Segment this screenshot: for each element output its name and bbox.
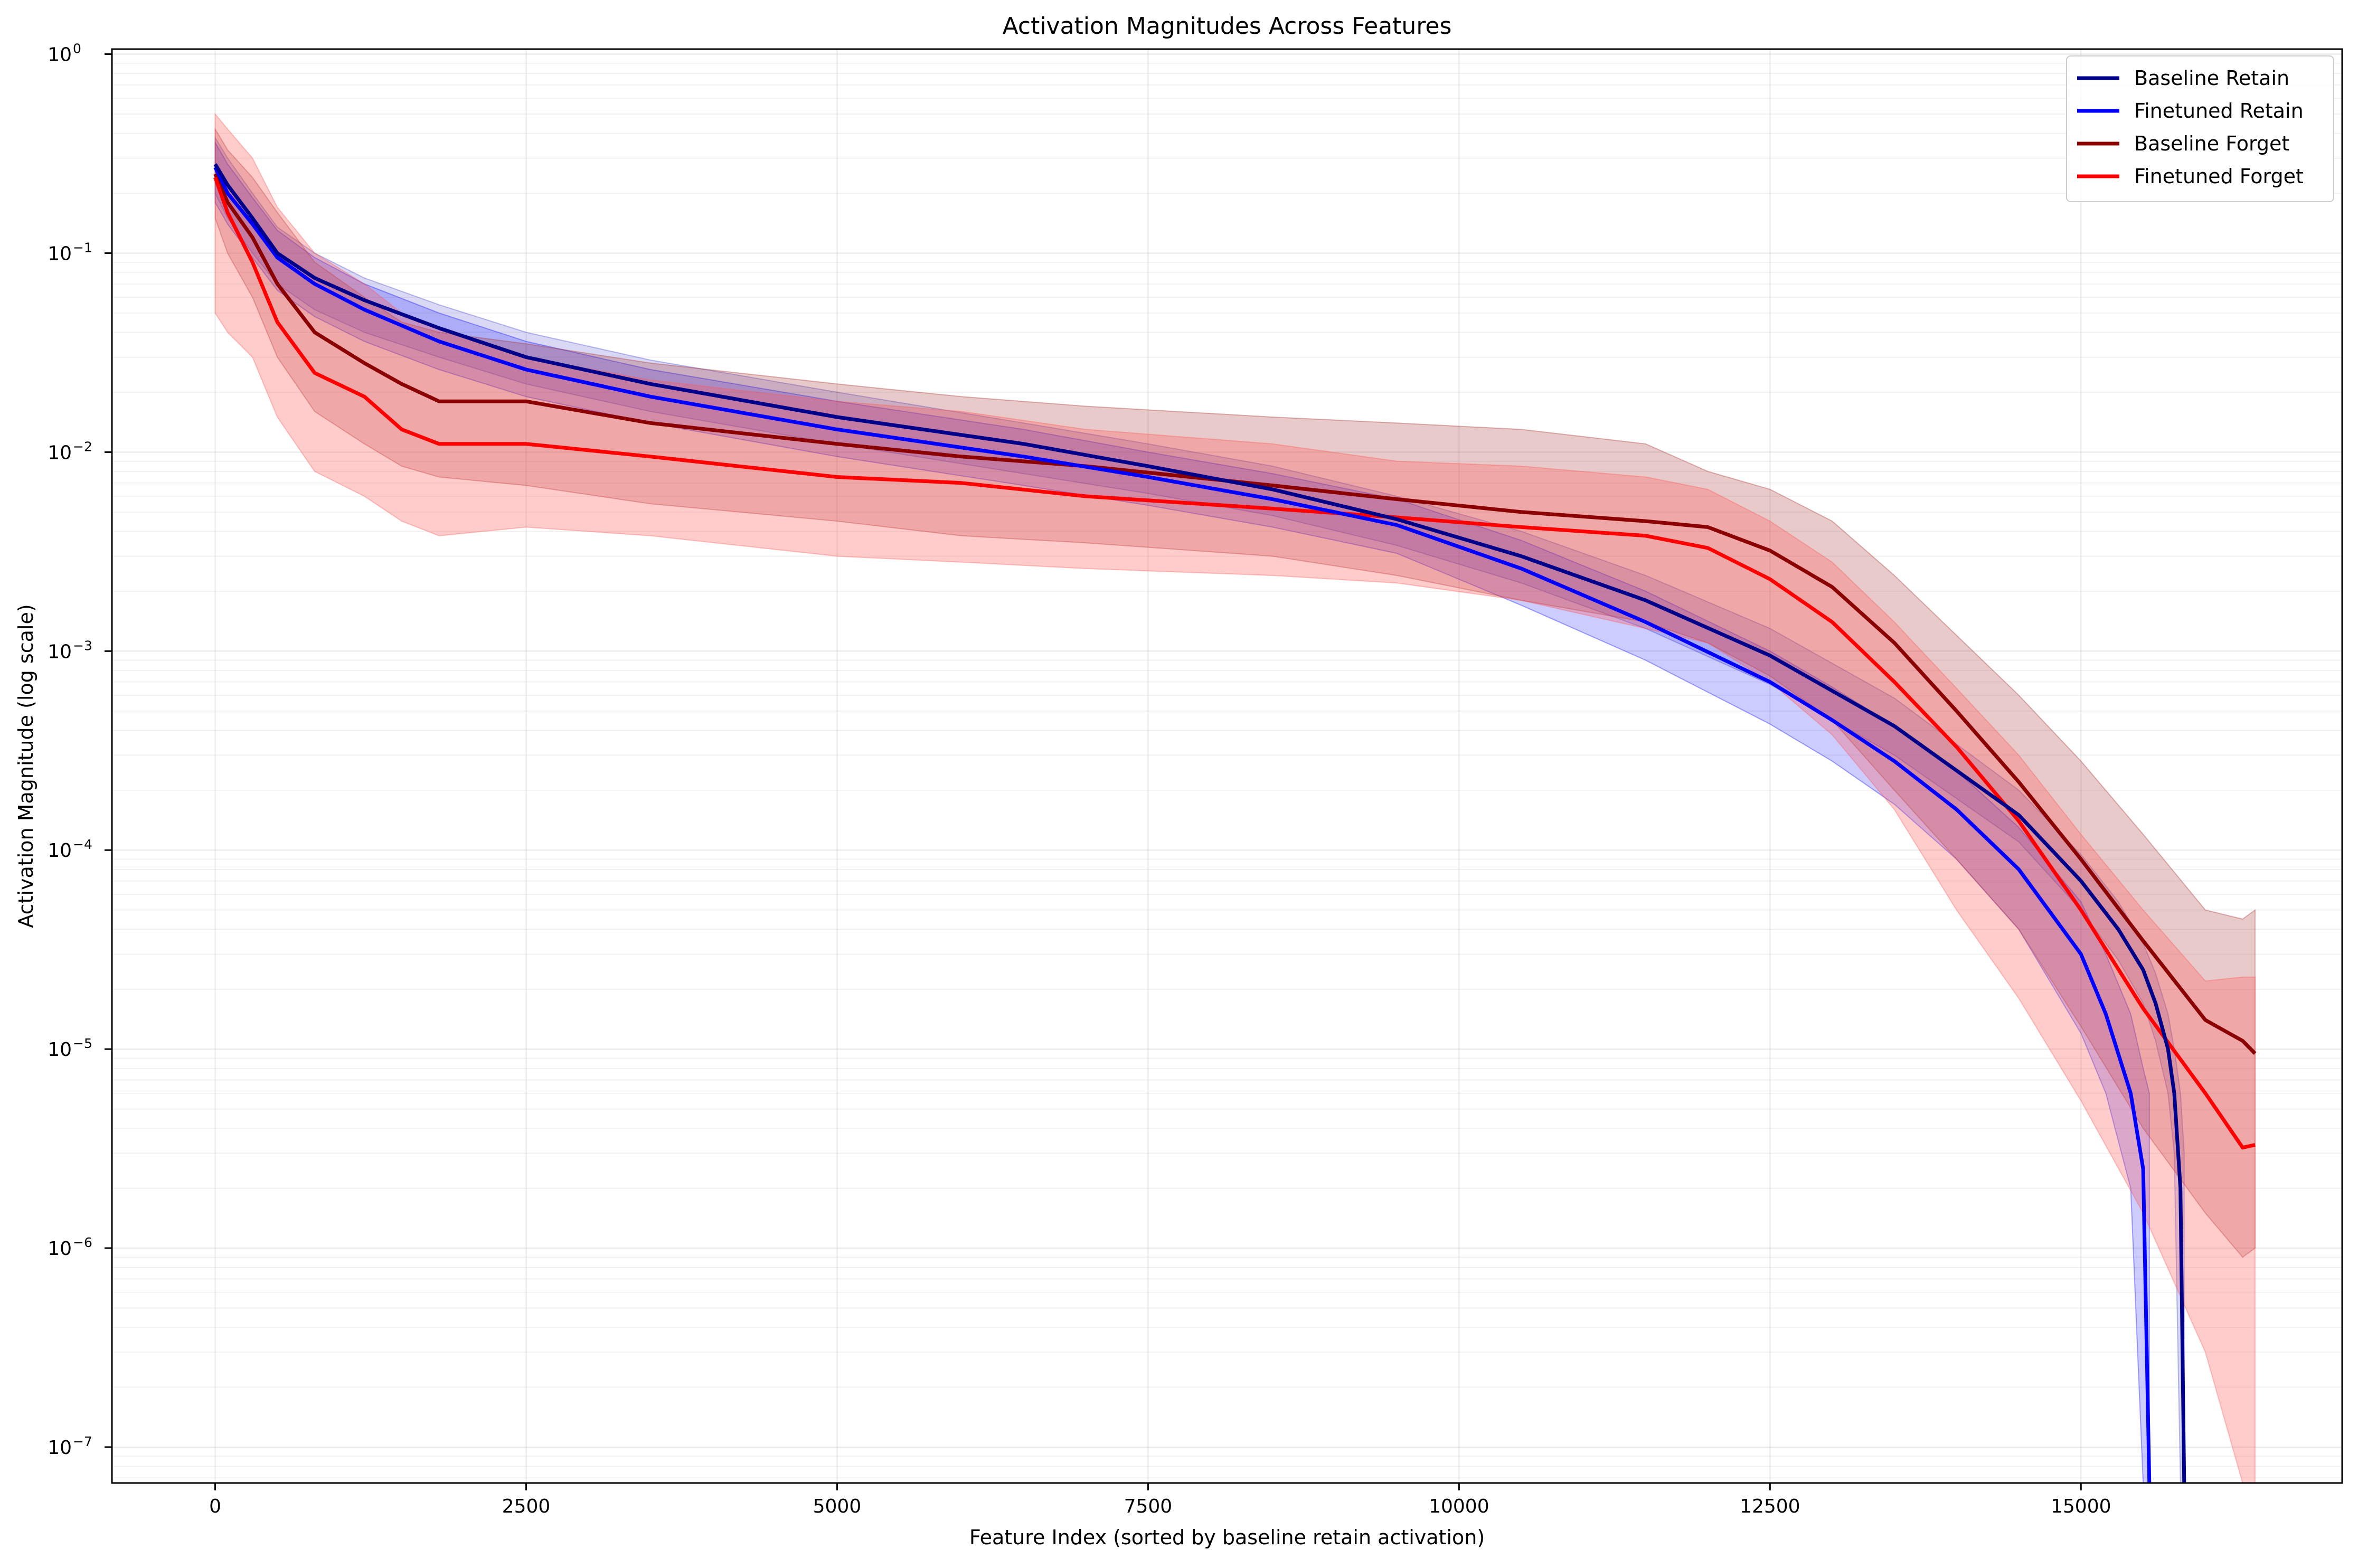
y-axis-label: Activation Magnitude (log scale): [14, 604, 37, 928]
tick-layer: 10−710−610−510−410−310−210−110 00 2500 5000…: [48, 41, 2111, 1517]
x-tick-label: 0: [209, 1496, 221, 1517]
y-tick-label: 10: [48, 243, 72, 265]
y-tick-label: 10: [48, 442, 72, 464]
y-tick-label: 10: [48, 1039, 72, 1061]
line-layer: [213, 163, 2257, 1484]
legend-label: Finetuned Forget: [2134, 165, 2304, 188]
grid-layer: [112, 49, 2342, 1483]
chart-title: Activation Magnitudes Across Features: [1003, 13, 1452, 40]
x-tick-label: 10000: [1429, 1496, 1489, 1517]
x-tick-label: 2500: [502, 1496, 551, 1517]
y-tick-exponent: −7: [73, 1434, 92, 1449]
y-tick-base: 10: [48, 1039, 72, 1061]
y-tick-base: 10: [48, 840, 72, 862]
y-tick-exponent: 0: [73, 41, 81, 56]
x-tick-label: 7500: [1124, 1496, 1173, 1517]
legend: Baseline Retain Finetuned Retain Baseline …: [2066, 55, 2334, 202]
x-tick-label: 12500: [1740, 1496, 1800, 1517]
legend-box: [2066, 55, 2334, 202]
y-tick-base: 10: [48, 1238, 72, 1260]
y-tick-exponent: −5: [73, 1036, 92, 1051]
y-tick-base: 10: [48, 1437, 72, 1459]
y-tick-base: 10: [48, 44, 72, 66]
legend-label: Finetuned Retain: [2134, 99, 2304, 122]
y-tick-label: 10: [48, 44, 72, 66]
line-baseline-forget: [213, 173, 2257, 1055]
y-tick-label: 10: [48, 1437, 72, 1459]
line-baseline-retain: [213, 163, 2186, 1484]
legend-label: Baseline Retain: [2134, 67, 2289, 90]
x-tick-label: 15000: [2051, 1496, 2111, 1517]
plot-frame: [111, 48, 2343, 1484]
line-finetuned-retain: [213, 166, 2152, 1484]
y-tick-label: 10: [48, 840, 72, 862]
y-tick-base: 10: [48, 243, 72, 265]
y-tick-exponent: −1: [73, 240, 92, 255]
y-tick-base: 10: [48, 442, 72, 464]
legend-label: Baseline Forget: [2134, 132, 2289, 155]
y-tick-base: 10: [48, 641, 72, 663]
y-tick-label: 10: [48, 641, 72, 663]
x-axis-label: Feature Index (sorted by baseline retain…: [969, 1526, 1485, 1549]
x-tick-label: 5000: [813, 1496, 862, 1517]
y-tick-exponent: −6: [73, 1235, 92, 1250]
y-tick-exponent: −2: [73, 439, 92, 454]
y-tick-label: 10: [48, 1238, 72, 1260]
y-tick-exponent: −4: [73, 837, 92, 852]
y-tick-exponent: −3: [73, 638, 92, 653]
